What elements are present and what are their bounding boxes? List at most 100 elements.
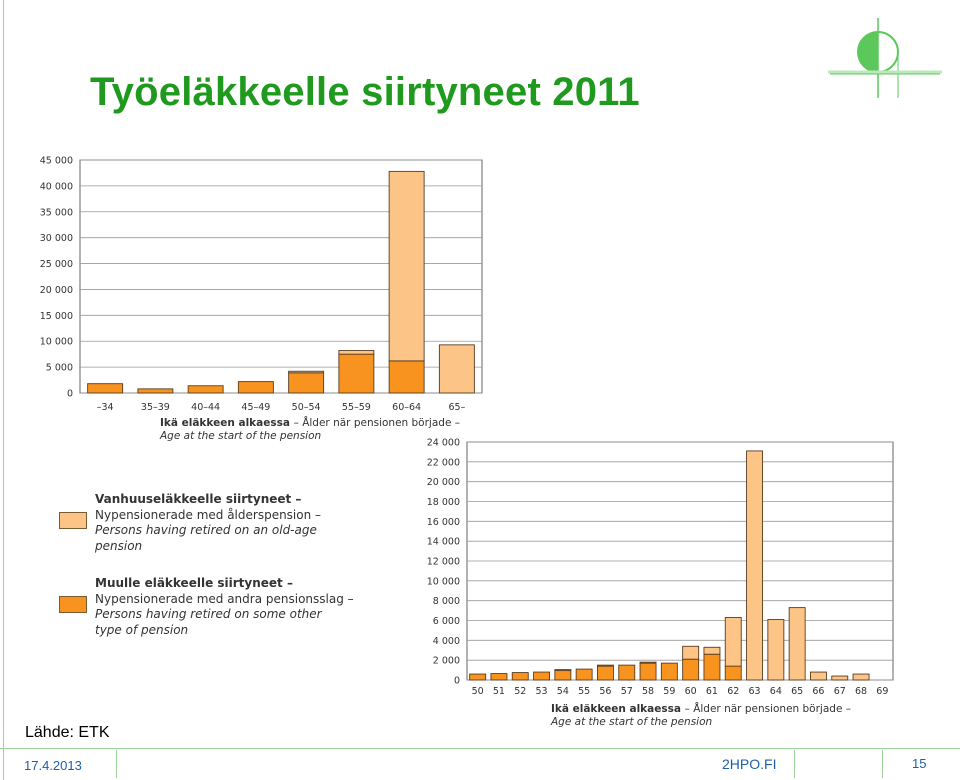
- x-tick-label: 66: [812, 686, 824, 697]
- footer-separator: [116, 750, 117, 778]
- footer-date: 17.4.2013: [24, 758, 82, 773]
- bar-old-age-pension: [810, 671, 827, 681]
- x-tick-label: 65–: [448, 402, 465, 413]
- footer-page-number: 15: [912, 756, 927, 771]
- bar-other-pension: [87, 383, 124, 394]
- legend-text-other: Muulle eläkkeelle siirtyneet – Nypension…: [95, 576, 354, 638]
- legend-swatch-old-age: [59, 512, 87, 529]
- bar-other-pension: [724, 665, 742, 681]
- bar-other-pension: [469, 673, 487, 681]
- y-tick-label: 15 000: [40, 311, 73, 322]
- footer-separator: [882, 750, 883, 778]
- bar-other-pension: [660, 662, 678, 681]
- bar-other-pension: [533, 671, 550, 681]
- legend-text-old-age: Vanhuuseläkkeelle siirtyneet – Nypension…: [95, 492, 335, 554]
- legend-label-en: Persons having retired on some other typ…: [95, 607, 322, 637]
- y-tick-label: 40 000: [40, 181, 73, 192]
- x-tick-label: 55–59: [342, 402, 371, 413]
- bar-other-pension: [703, 653, 721, 681]
- x-tick-label: 40–44: [191, 402, 220, 413]
- x-tick-label: 61: [706, 686, 718, 697]
- bar-old-age-pension: [288, 370, 325, 374]
- bar-other-pension: [575, 668, 593, 681]
- bar-other-pension: [511, 672, 529, 681]
- y-tick-label: 14 000: [427, 537, 460, 548]
- y-tick-label: 0: [454, 676, 460, 687]
- y-tick-label: 4 000: [433, 636, 460, 647]
- legend-label-en: Persons having retired on an old-age pen…: [95, 523, 317, 553]
- x-tick-label: 64: [770, 686, 782, 697]
- legend-label-sv: Nypensionerade med andra pensionsslag –: [95, 591, 354, 606]
- y-tick-label: 16 000: [427, 517, 460, 528]
- x-axis-title: Ikä eläkkeen alkaessa – Ålder när pensio…: [160, 416, 460, 429]
- y-tick-label: 8 000: [433, 596, 460, 607]
- bar-other-pension: [618, 664, 636, 681]
- company-logo: [828, 18, 942, 98]
- bar-other-pension: [554, 670, 572, 681]
- y-tick-label: 20 000: [40, 285, 73, 296]
- x-tick-label: –34: [97, 402, 114, 413]
- x-tick-label: 53: [536, 686, 548, 697]
- bar-other-pension: [237, 381, 274, 394]
- y-tick-label: 5 000: [46, 363, 73, 374]
- bar-other-pension: [338, 353, 375, 394]
- bar-other-pension: [187, 385, 224, 394]
- x-tick-label: 62: [727, 686, 739, 697]
- y-tick-label: 22 000: [427, 457, 460, 468]
- x-tick-label: 52: [514, 686, 526, 697]
- y-tick-label: 18 000: [427, 497, 460, 508]
- legend-label-sv: Nypensionerade med ålderspension –: [95, 507, 322, 522]
- y-tick-label: 6 000: [433, 616, 460, 627]
- y-tick-label: 10 000: [40, 337, 73, 348]
- footer-separator: [794, 750, 795, 778]
- y-tick-label: 45 000: [40, 156, 73, 167]
- bar-old-age-pension: [746, 450, 763, 681]
- x-tick-label: 68: [855, 686, 867, 697]
- bar-other-pension: [137, 388, 174, 394]
- bar-old-age-pension: [724, 617, 742, 667]
- y-tick-label: 20 000: [427, 477, 460, 488]
- y-tick-label: 35 000: [40, 207, 73, 218]
- bar-other-pension: [288, 372, 325, 394]
- x-tick-label: 69: [876, 686, 888, 697]
- x-tick-label: 59: [663, 686, 675, 697]
- bar-old-age-pension: [767, 619, 785, 681]
- y-tick-label: 0: [67, 389, 73, 400]
- x-tick-label: 60–64: [392, 402, 421, 413]
- bar-other-pension: [639, 662, 657, 681]
- x-axis-title-en: Age at the start of the pension: [159, 430, 321, 442]
- x-tick-label: 50: [472, 686, 484, 697]
- bar-old-age-pension: [831, 675, 849, 681]
- y-tick-label: 30 000: [40, 233, 73, 244]
- bar-old-age-pension: [438, 344, 475, 394]
- bar-other-pension: [682, 658, 700, 681]
- x-tick-label: 65: [791, 686, 803, 697]
- x-tick-label: 63: [749, 686, 761, 697]
- x-tick-label: 35–39: [141, 402, 170, 413]
- bar-other-pension: [388, 360, 425, 394]
- x-tick-label: 50–54: [292, 402, 321, 413]
- y-tick-label: 10 000: [427, 576, 460, 587]
- x-tick-label: 45–49: [241, 402, 270, 413]
- bar-old-age-pension: [338, 350, 375, 355]
- slide-title: Työeläkkeelle siirtyneet 2011: [90, 70, 640, 114]
- x-axis-title: Ikä eläkkeen alkaessa – Ålder när pensio…: [551, 702, 851, 715]
- left-border-rule: [3, 0, 4, 780]
- legend-label-fi: Vanhuuseläkkeelle siirtyneet –: [95, 492, 302, 506]
- bar-old-age-pension: [703, 646, 721, 655]
- x-tick-label: 51: [493, 686, 505, 697]
- x-tick-label: 56: [599, 686, 611, 697]
- bar-old-age-pension: [682, 645, 700, 660]
- bar-old-age-pension: [639, 661, 657, 664]
- y-tick-label: 24 000: [427, 438, 460, 449]
- bar-other-pension: [490, 673, 508, 681]
- x-tick-label: 67: [834, 686, 846, 697]
- x-tick-label: 60: [685, 686, 697, 697]
- bar-old-age-pension: [852, 673, 870, 681]
- footer-site: 2HPO.FI: [722, 756, 777, 772]
- x-axis-title-en: Age at the start of the pension: [550, 716, 712, 728]
- legend-label-fi: Muulle eläkkeelle siirtyneet –: [95, 576, 293, 590]
- bar-old-age-pension: [388, 170, 425, 362]
- y-tick-label: 12 000: [427, 557, 460, 568]
